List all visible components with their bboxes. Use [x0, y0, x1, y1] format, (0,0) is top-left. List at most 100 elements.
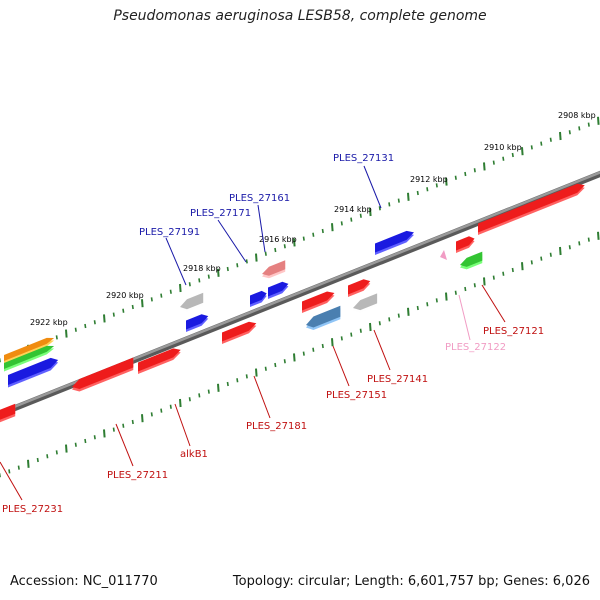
gene-ples-27211-feature-body — [72, 357, 134, 390]
gene-red-small-1[interactable] — [456, 236, 475, 253]
tick-mark — [331, 223, 334, 232]
gene-ples-27131-feature[interactable] — [375, 230, 414, 255]
gene-ples-27141-feature[interactable] — [348, 279, 371, 297]
tick-mark — [549, 252, 552, 257]
tick-mark — [179, 398, 182, 408]
gene-label-ples-27231[interactable]: PLES_27231 — [2, 504, 63, 515]
gene-label-ples-27161[interactable]: PLES_27161 — [229, 193, 290, 204]
gene-label-ples-27181[interactable]: PLES_27181 — [246, 421, 307, 432]
tick-mark — [445, 292, 448, 301]
tick-mark — [245, 374, 248, 379]
tick-mark — [179, 283, 182, 293]
gene-ples-27231-feature[interactable] — [0, 403, 16, 423]
tick-mark — [150, 412, 153, 417]
tick-mark — [207, 274, 210, 279]
tick-mark — [160, 293, 163, 298]
leader-ples-27231 — [0, 461, 23, 501]
leader-ples-27121 — [481, 284, 506, 323]
gene-ples-27211-feature[interactable] — [72, 357, 134, 392]
gene-ples-27171-feature[interactable] — [250, 290, 267, 307]
leader-ples-27141 — [373, 329, 391, 371]
tick-mark — [540, 256, 543, 261]
tick-mark — [274, 247, 277, 253]
gene-label-ples-27171[interactable]: PLES_27171 — [190, 208, 251, 219]
gene-ples-27181-feature[interactable] — [222, 321, 257, 344]
tick-mark — [369, 322, 372, 332]
gene-red-mid[interactable] — [302, 291, 335, 313]
tick-mark — [388, 202, 391, 207]
gene-ples-27151-feature[interactable] — [306, 305, 341, 331]
gene-orange[interactable] — [4, 337, 55, 364]
gene-label-alkb1[interactable]: alkB1 — [180, 449, 208, 460]
leader-ples-27191 — [165, 237, 187, 286]
tick-mark — [84, 323, 87, 329]
tick-mark — [435, 183, 438, 188]
kbp-label-2908: 2908 kbp — [558, 111, 596, 120]
gene-label-ples-27211[interactable]: PLES_27211 — [107, 470, 168, 481]
tick-mark — [293, 238, 296, 247]
kbp-label-2914: 2914 kbp — [334, 205, 372, 214]
tick-mark — [578, 241, 581, 246]
gene-label-ples-27141[interactable]: PLES_27141 — [367, 374, 428, 385]
gene-green-right[interactable] — [460, 251, 483, 270]
gene-green-right-body — [460, 251, 483, 267]
kbp-label-2910: 2910 kbp — [484, 143, 522, 152]
gene-ples-27122-feature[interactable] — [440, 250, 447, 260]
tick-mark — [378, 321, 381, 326]
tick-mark — [293, 353, 296, 362]
tick-mark — [407, 192, 410, 201]
gene-grey-right[interactable] — [353, 293, 378, 313]
tick-mark — [521, 262, 524, 271]
tick-mark — [597, 231, 600, 240]
tick-mark — [549, 137, 552, 142]
gene-blue-left[interactable] — [8, 357, 59, 388]
tick-mark — [359, 213, 362, 218]
tick-mark — [103, 314, 106, 323]
gene-label-ples-27131[interactable]: PLES_27131 — [333, 153, 394, 164]
kbp-label-2918: 2918 kbp — [183, 264, 221, 273]
gene-alkb1-feature-body — [138, 348, 181, 372]
tick-mark — [369, 207, 372, 217]
tick-mark — [112, 312, 115, 317]
gene-blue-small-1[interactable] — [268, 281, 289, 299]
gene-alkb1-feature[interactable] — [138, 348, 181, 374]
gene-ples-27181-feature-body — [222, 321, 257, 342]
tick-mark — [55, 450, 58, 455]
gene-green-left-shade — [4, 348, 55, 372]
tick-mark — [587, 122, 590, 127]
tick-mark — [340, 221, 343, 226]
kbp-axis-labels: 2908 kbp 2910 kbp 2912 kbp 2914 kbp 2916… — [30, 111, 596, 327]
tick-mark — [473, 168, 476, 173]
tick-mark — [511, 267, 514, 273]
gene-label-ples-27191[interactable]: PLES_27191 — [139, 227, 200, 238]
tick-mark — [578, 126, 581, 131]
tick-mark — [217, 383, 220, 392]
tick-mark — [568, 245, 571, 250]
topology-text: Topology: circular; Length: 6,601,757 bp… — [232, 574, 590, 589]
tick-mark — [321, 343, 324, 349]
gene-ples-27191-feature[interactable] — [180, 292, 204, 312]
gene-blue-small-1-body — [268, 281, 289, 297]
leader-ples-27181 — [253, 375, 271, 419]
tick-mark — [74, 442, 77, 447]
gene-ples-27121-feature[interactable] — [478, 183, 585, 235]
tick-mark — [397, 313, 400, 318]
label-leader-lines — [0, 165, 506, 501]
gene-ples-27231-feature-body — [0, 403, 16, 420]
gene-ples-27161-feature[interactable] — [262, 260, 286, 279]
tick-mark — [131, 304, 134, 310]
tick-mark — [217, 268, 220, 277]
gene-green-left[interactable] — [4, 345, 55, 372]
gene-blue-small-2[interactable] — [186, 314, 209, 332]
tick-mark — [435, 298, 438, 303]
tick-mark — [464, 171, 467, 177]
tick-mark — [426, 187, 429, 192]
tick-mark — [255, 368, 258, 377]
gene-label-ples-27121[interactable]: PLES_27121 — [483, 326, 544, 337]
gene-label-ples-27122[interactable]: PLES_27122 — [445, 342, 506, 353]
tick-mark — [559, 246, 562, 256]
gene-label-ples-27151[interactable]: PLES_27151 — [326, 390, 387, 401]
tick-mark — [502, 271, 505, 276]
